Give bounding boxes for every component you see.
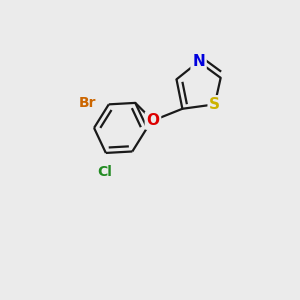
Text: S: S [209,97,220,112]
Text: Br: Br [79,96,96,110]
Text: N: N [192,54,205,69]
Text: O: O [146,113,159,128]
Text: Cl: Cl [97,165,112,179]
